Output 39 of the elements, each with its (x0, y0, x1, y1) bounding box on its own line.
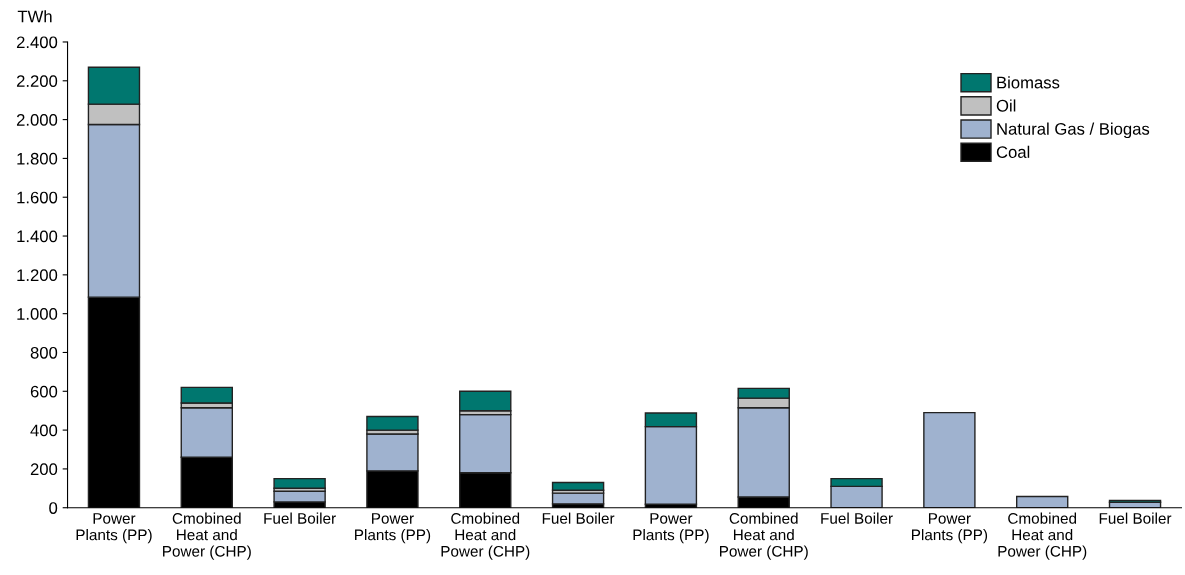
x-tick-label: Cmobined Heat and Power (CHP) (441, 512, 530, 560)
x-tick-label: Fuel Boiler (542, 512, 615, 524)
x-tick-label: Fuel Boiler (821, 512, 893, 524)
x-tick-label: Combined Heat and Power (CHP) (720, 512, 808, 560)
y-tick-label: 2.000 (16, 114, 58, 126)
y-tick-label: 800 (30, 346, 58, 359)
y-tick-label: 200 (30, 463, 58, 476)
y-tick-label: 1.200 (17, 269, 58, 282)
y-tick-label: 2.200 (16, 75, 58, 87)
bar (273, 477, 326, 490)
x-tick-label: Fuel Boiler (264, 512, 336, 524)
x-tick-label: Power Plants (PP) (633, 513, 709, 544)
y-tick-label: 600 (30, 385, 58, 398)
bar (273, 490, 326, 503)
bar (551, 481, 605, 491)
y-tick-label: 2.400 (16, 36, 58, 49)
legend-label: Coal (996, 145, 1030, 158)
bar (1015, 495, 1069, 508)
x-tick-label: Power Plants (PP) (76, 513, 152, 544)
legend-label: Natural Gas / Biogas (997, 122, 1150, 139)
x-tick-label: Power Plants (PP) (355, 513, 431, 544)
y-tick-label: 400 (30, 424, 58, 437)
y-axis-title: TWh (17, 10, 52, 23)
x-tick-label: Fuel Boiler (1099, 512, 1172, 524)
x-tick-label: Power Plants (PP) (912, 513, 988, 544)
x-tick-label: Cmobined Heat and Power (CHP) (998, 512, 1087, 560)
y-tick-label: 0 (49, 502, 58, 514)
y-tick-label: 1.000 (17, 308, 58, 320)
bar (923, 411, 976, 508)
bar (180, 386, 234, 404)
legend-label: Biomass (997, 76, 1060, 89)
legend-label: Oil (996, 99, 1016, 112)
bar (551, 492, 605, 505)
y-tick-label: 1.400 (17, 230, 58, 243)
bar (459, 390, 512, 412)
bar (366, 415, 419, 431)
y-tick-label: 1.600 (17, 191, 58, 204)
y-tick-label: 1.800 (17, 152, 58, 165)
x-tick-label: Cmobined Heat and Power (CHP) (163, 512, 251, 560)
